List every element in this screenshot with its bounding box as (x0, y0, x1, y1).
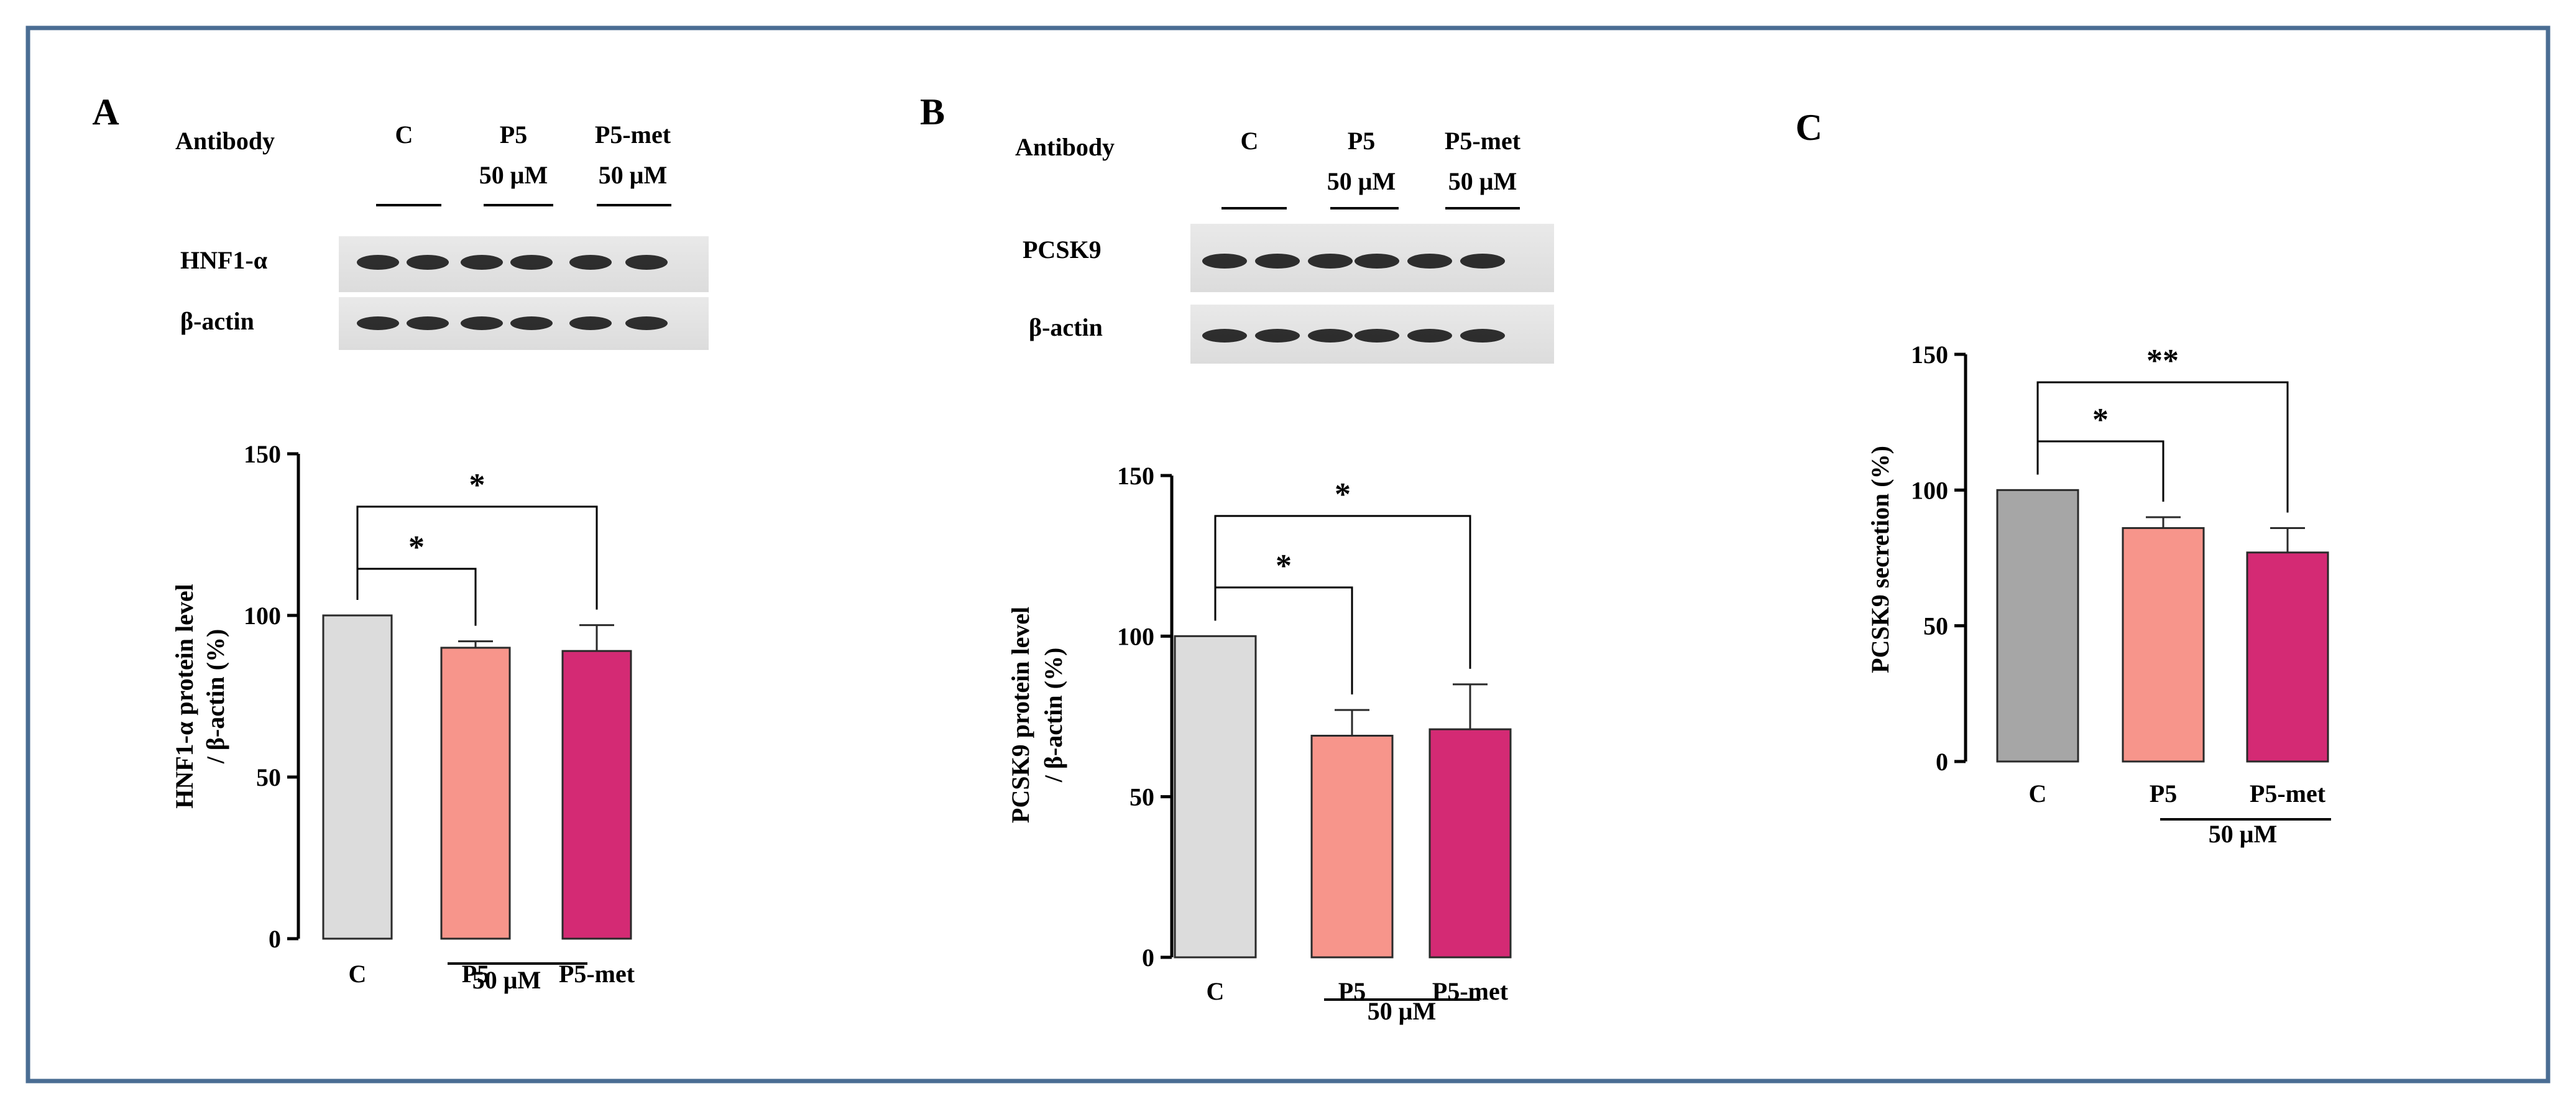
blot-b-row2-band-1 (1202, 329, 1247, 343)
chart-a-sig-mark-2: * (469, 467, 485, 503)
chart-a-ytick-label-0: 0 (269, 925, 281, 953)
blot-b-row1-band-1 (1202, 254, 1247, 269)
chart-a-xtick-label-1: C (349, 960, 367, 988)
western-blot-a: Antibody C P5 50 μM P5-met 50 μM HNF1-α … (175, 121, 709, 350)
blot-a-row1-band-1 (357, 255, 399, 270)
chart-c-ylabel: PCSK9 secretion (%) (1866, 446, 1894, 673)
chart-c-ytick-label-3: 150 (1911, 341, 1948, 369)
blot-a-header-p5: P5 (500, 121, 527, 149)
blot-a-row2-band-5 (569, 316, 612, 330)
chart-c-ytick-label-0: 0 (1936, 748, 1948, 776)
blot-b-header-p5met-dose: 50 μM (1448, 167, 1517, 195)
blot-b-row2-band-6 (1460, 329, 1505, 343)
chart-b-ytick-label-0: 0 (1142, 944, 1154, 972)
chart-a-sig-mark-1: * (408, 530, 425, 565)
chart-b-ylabel-line2: / β-actin (%) (1039, 648, 1067, 783)
chart-c-xtick-label-3: P5-met (2250, 780, 2326, 808)
chart-c-sig-bracket-2 (2036, 381, 2289, 513)
chart-b-xtick-label-2: P5 (1338, 977, 1366, 1005)
blot-a-row2-band-4 (510, 316, 553, 330)
chart-a-ylabel-line1: HNF1-α protein level (170, 584, 198, 809)
chart-c-ytick-label-2: 100 (1911, 476, 1948, 504)
chart-b-bar-2 (1310, 735, 1394, 959)
chart-a-ytick-label-2: 100 (244, 602, 281, 630)
blot-b-header-c: C (1241, 127, 1259, 155)
panel-label-c: C (1795, 107, 1822, 148)
figure-frame (25, 25, 2551, 1084)
chart-c-group-label: 50 μM (2209, 820, 2277, 848)
chart-a-bar-3 (561, 650, 632, 940)
blot-b-antibody-header: Antibody (1015, 133, 1115, 161)
blot-b-row2-band-2 (1255, 329, 1300, 343)
chart-a-bar-2 (440, 647, 511, 940)
chart-a-group-label: 50 μM (472, 966, 541, 994)
chart-c-bar-3 (2246, 551, 2329, 763)
chart-b-bar-1 (1174, 635, 1257, 959)
blot-b-row2-band-4 (1355, 329, 1399, 343)
chart-b-ytick-label-1: 50 (1129, 783, 1154, 811)
blot-a-row1-band-2 (407, 255, 449, 270)
chart-c-xtick-label-2: P5 (2150, 780, 2177, 808)
blot-b-header-p5: P5 (1348, 127, 1375, 155)
chart-a-ytick-label-1: 50 (256, 763, 281, 791)
chart-b-ytick-label-2: 100 (1117, 622, 1154, 650)
chart-b-sig-mark-2: * (1335, 477, 1351, 512)
blot-a-row2-band-3 (461, 316, 503, 330)
chart-c-bar-1 (1996, 489, 2079, 763)
blot-b-header-p5-dose: 50 μM (1327, 167, 1396, 195)
blot-b-row1-label: PCSK9 (1023, 236, 1102, 264)
chart-c-xtick-label-1: C (2029, 780, 2047, 808)
chart-b-bar-3 (1428, 728, 1512, 959)
blot-b-row1-band-6 (1460, 254, 1505, 269)
chart-a: HNF1-α protein level / β-actin (%) 0 50 10… (170, 440, 635, 994)
blot-b-row2-label: β-actin (1029, 313, 1103, 341)
blot-b-row2-band-3 (1308, 329, 1353, 343)
chart-a-sig-bracket-2 (356, 505, 598, 610)
blot-b-row1-band-2 (1255, 254, 1300, 269)
blot-a-row2-band-1 (357, 316, 399, 330)
blot-a-antibody-header: Antibody (175, 127, 275, 155)
blot-a-header-p5met-dose: 50 μM (599, 161, 667, 189)
chart-b-sig-bracket-2 (1214, 515, 1471, 669)
chart-b-sig-mark-1: * (1276, 548, 1292, 584)
chart-b-ylabel-line1: PCSK9 protein level (1006, 607, 1034, 823)
chart-b-xtick-label-3: P5-met (1432, 977, 1509, 1005)
chart-b-ytick-label-3: 150 (1117, 462, 1154, 490)
chart-c-sig-mark-2: ** (2146, 343, 2179, 379)
chart-b-xtick-label-1: C (1207, 977, 1225, 1005)
blot-a-row2-label: β-actin (180, 307, 254, 335)
blot-a-row2-band-2 (407, 316, 449, 330)
blot-b-header-p5met: P5-met (1445, 127, 1521, 155)
chart-a-bar-1 (322, 614, 393, 940)
panel-label-b: B (920, 91, 945, 132)
blot-a-row2-band-6 (625, 316, 668, 330)
blot-a-header-p5met: P5-met (595, 121, 671, 149)
blot-b-row1-band-5 (1407, 254, 1452, 269)
panel-label-a: A (92, 91, 119, 132)
blot-a-row1-band-5 (569, 255, 612, 270)
chart-c-ytick-label-1: 50 (1923, 612, 1948, 640)
blot-a-header-c: C (395, 121, 413, 149)
chart-b: PCSK9 protein level / β-actin (%) 0 50 100… (1006, 462, 1512, 1025)
blot-b-row1-band-3 (1308, 254, 1353, 269)
blot-b-row1-band-4 (1355, 254, 1399, 269)
chart-b-group-label: 50 μM (1368, 997, 1436, 1025)
blot-a-row1-band-6 (625, 255, 668, 270)
western-blot-b: Antibody C P5 50 μM P5-met 50 μM PCSK9 β… (1015, 127, 1554, 364)
blot-a-row1-band-4 (510, 255, 553, 270)
blot-b-row2-band-5 (1407, 329, 1452, 343)
chart-a-ytick-label-3: 150 (244, 440, 281, 468)
blot-a-row1-band-3 (461, 255, 503, 270)
chart-c-bar-2 (2122, 527, 2205, 763)
blot-a-header-p5-dose: 50 μM (479, 161, 548, 189)
chart-c-sig-mark-1: * (2092, 402, 2109, 438)
blot-a-row1-label: HNF1-α (180, 246, 267, 274)
chart-a-ylabel-line2: / β-actin (%) (201, 629, 229, 765)
